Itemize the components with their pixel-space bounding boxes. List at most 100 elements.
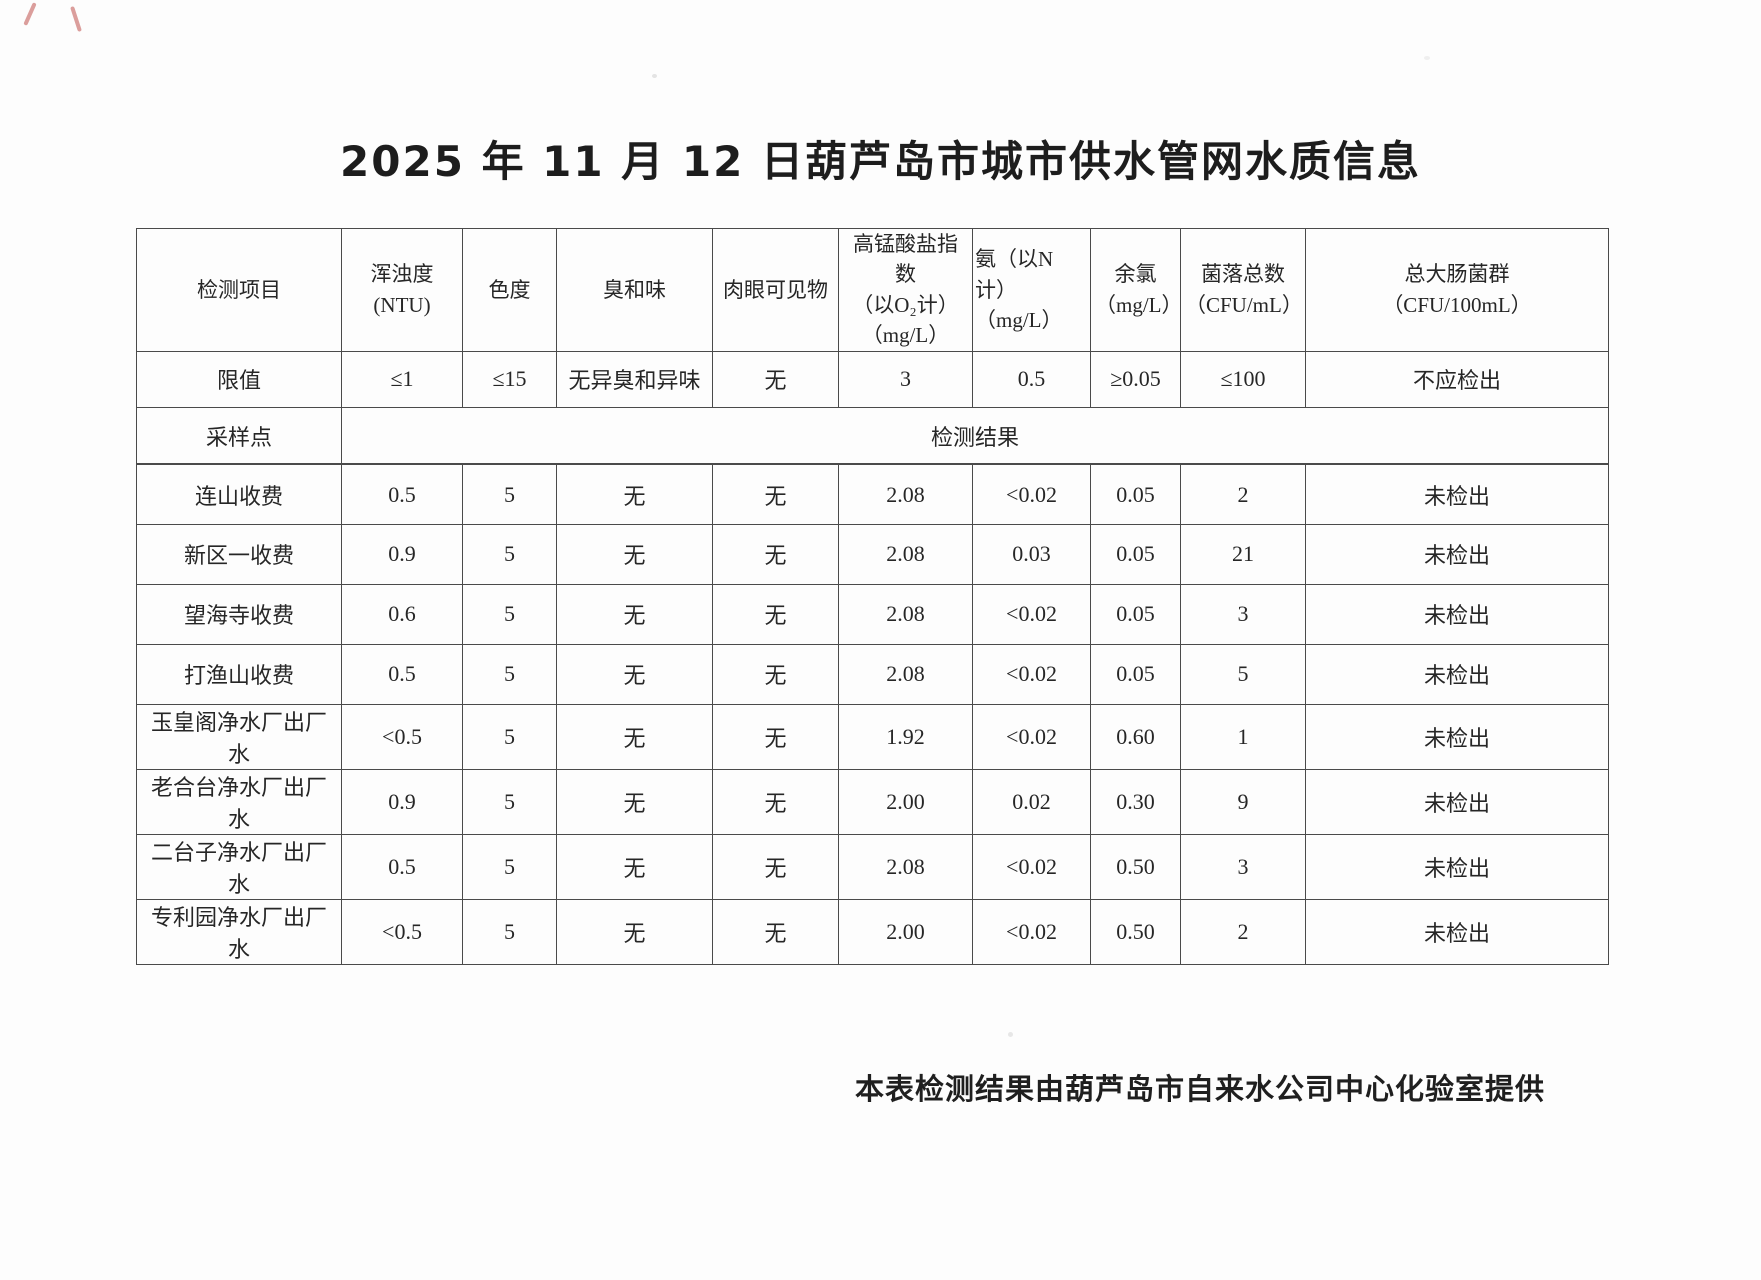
- value-cell: 无: [556, 463, 713, 525]
- site-cell: 连山收费: [136, 463, 342, 525]
- value-cell: 21: [1180, 523, 1306, 585]
- value-cell: 0.05: [1090, 523, 1181, 585]
- table-row: 望海寺收费 0.6 5 无 无 2.08 <0.02 0.05 3 未检出: [136, 583, 1609, 645]
- limit-cell: 3: [838, 350, 973, 408]
- value-cell: 无: [712, 463, 839, 525]
- value-cell: 0.50: [1090, 833, 1181, 900]
- value-cell: 0.9: [341, 523, 463, 585]
- value-cell: 3: [1180, 833, 1306, 900]
- value-cell: 3: [1180, 583, 1306, 645]
- header-cell-color: 色度: [462, 228, 557, 352]
- value-cell: 2.08: [838, 523, 973, 585]
- document-title: 2025 年 11 月 12 日葫芦岛市城市供水管网水质信息: [340, 137, 1421, 186]
- scan-speck: [1008, 1032, 1013, 1037]
- value-cell: 未检出: [1305, 703, 1609, 770]
- header-cell-odor: 臭和味: [556, 228, 713, 352]
- table-row: 二台子净水厂出厂水 0.5 5 无 无 2.08 <0.02 0.50 3 未检…: [136, 833, 1609, 900]
- value-cell: 2.08: [838, 833, 973, 900]
- value-cell: 5: [462, 583, 557, 645]
- value-cell: 0.50: [1090, 898, 1181, 965]
- site-cell: 望海寺收费: [136, 583, 342, 645]
- table-row: 玉皇阁净水厂出厂水 <0.5 5 无 无 1.92 <0.02 0.60 1 未…: [136, 703, 1609, 770]
- limit-cell: 无异臭和异味: [556, 350, 713, 408]
- value-cell: 0.5: [341, 463, 463, 525]
- value-cell: 0.5: [341, 643, 463, 705]
- red-pen-mark: [70, 6, 82, 32]
- site-cell: 专利园净水厂出厂水: [136, 898, 342, 965]
- value-cell: 无: [712, 523, 839, 585]
- value-cell: 2: [1180, 463, 1306, 525]
- value-cell: 5: [1180, 643, 1306, 705]
- header-cell-visible: 肉眼可见物: [712, 228, 839, 352]
- value-cell: 0.6: [341, 583, 463, 645]
- value-cell: 未检出: [1305, 463, 1609, 525]
- value-cell: 0.05: [1090, 583, 1181, 645]
- scan-speck: [652, 74, 657, 78]
- header-cell-coliform: 总大肠菌群 （CFU/100mL）: [1305, 228, 1609, 352]
- value-cell: 2.08: [838, 643, 973, 705]
- limit-cell: ≤15: [462, 350, 557, 408]
- value-cell: 0.05: [1090, 463, 1181, 525]
- table-row: 打渔山收费 0.5 5 无 无 2.08 <0.02 0.05 5 未检出: [136, 643, 1609, 705]
- value-cell: 未检出: [1305, 643, 1609, 705]
- value-cell: 无: [712, 833, 839, 900]
- value-cell: 9: [1180, 768, 1306, 835]
- red-pen-mark: [23, 2, 37, 26]
- header-cell-colony: 菌落总数 （CFU/mL）: [1180, 228, 1306, 352]
- value-cell: 5: [462, 523, 557, 585]
- value-cell: 0.05: [1090, 643, 1181, 705]
- site-cell: 老合台净水厂出厂水: [136, 768, 342, 835]
- value-cell: 0.60: [1090, 703, 1181, 770]
- value-cell: <0.5: [341, 898, 463, 965]
- value-cell: 2.00: [838, 768, 973, 835]
- scan-speck: [1424, 56, 1430, 60]
- value-cell: <0.02: [972, 643, 1091, 705]
- site-cell: 二台子净水厂出厂水: [136, 833, 342, 900]
- value-cell: 无: [556, 703, 713, 770]
- value-cell: 0.03: [972, 523, 1091, 585]
- header-cell-item: 检测项目: [136, 228, 342, 352]
- site-cell: 打渔山收费: [136, 643, 342, 705]
- limit-cell: ≥0.05: [1090, 350, 1181, 408]
- site-cell: 玉皇阁净水厂出厂水: [136, 703, 342, 770]
- value-cell: 无: [556, 833, 713, 900]
- value-cell: 未检出: [1305, 523, 1609, 585]
- value-cell: 5: [462, 463, 557, 525]
- limit-label: 限值: [136, 350, 342, 408]
- value-cell: 未检出: [1305, 898, 1609, 965]
- table-header-row: 检测项目 浑浊度(NTU) 色度 臭和味 肉眼可见物 高锰酸盐指数 （以O₂计）…: [136, 228, 1609, 352]
- value-cell: 2: [1180, 898, 1306, 965]
- table-row: 专利园净水厂出厂水 <0.5 5 无 无 2.00 <0.02 0.50 2 未…: [136, 898, 1609, 965]
- value-cell: <0.5: [341, 703, 463, 770]
- value-cell: <0.02: [972, 833, 1091, 900]
- value-cell: 2.08: [838, 583, 973, 645]
- value-cell: 无: [556, 898, 713, 965]
- value-cell: 5: [462, 703, 557, 770]
- water-quality-table: 检测项目 浑浊度(NTU) 色度 臭和味 肉眼可见物 高锰酸盐指数 （以O₂计）…: [136, 228, 1609, 965]
- limit-cell: 0.5: [972, 350, 1091, 408]
- value-cell: 未检出: [1305, 833, 1609, 900]
- value-cell: 5: [462, 768, 557, 835]
- value-cell: 0.02: [972, 768, 1091, 835]
- table-row: 老合台净水厂出厂水 0.9 5 无 无 2.00 0.02 0.30 9 未检出: [136, 768, 1609, 835]
- sample-point-label: 采样点: [136, 406, 342, 466]
- value-cell: 无: [712, 703, 839, 770]
- value-cell: 0.5: [341, 833, 463, 900]
- value-cell: 无: [556, 583, 713, 645]
- value-cell: 1: [1180, 703, 1306, 770]
- header-cell-ammonia: 氨（以N计） （mg/L）: [972, 228, 1091, 352]
- value-cell: 0.9: [341, 768, 463, 835]
- footer-note: 本表检测结果由葫芦岛市自来水公司中心化验室提供: [854, 1072, 1545, 1106]
- header-cell-turbidity: 浑浊度(NTU): [341, 228, 463, 352]
- value-cell: <0.02: [972, 583, 1091, 645]
- header-cell-chlorine: 余氯 （mg/L）: [1090, 228, 1181, 352]
- value-cell: 0.30: [1090, 768, 1181, 835]
- value-cell: 无: [712, 768, 839, 835]
- value-cell: 无: [712, 643, 839, 705]
- table-row: 连山收费 0.5 5 无 无 2.08 <0.02 0.05 2 未检出: [136, 463, 1609, 525]
- value-cell: 5: [462, 833, 557, 900]
- header-cell-permanganate: 高锰酸盐指数 （以O₂计） （mg/L）: [838, 228, 973, 352]
- value-cell: 未检出: [1305, 583, 1609, 645]
- limit-cell: ≤1: [341, 350, 463, 408]
